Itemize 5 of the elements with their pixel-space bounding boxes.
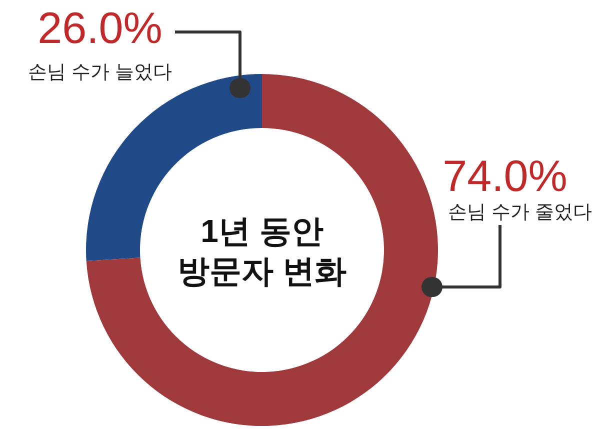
data-label: 74.0% — [442, 152, 568, 201]
slice-label: 손님 수가 줄었다 — [448, 202, 592, 223]
text: 1년 동안 방문자 변화 — [178, 213, 346, 289]
data-label: 26.0% — [38, 4, 162, 53]
slice-label: 손님 수가 늘었다 — [28, 62, 172, 83]
